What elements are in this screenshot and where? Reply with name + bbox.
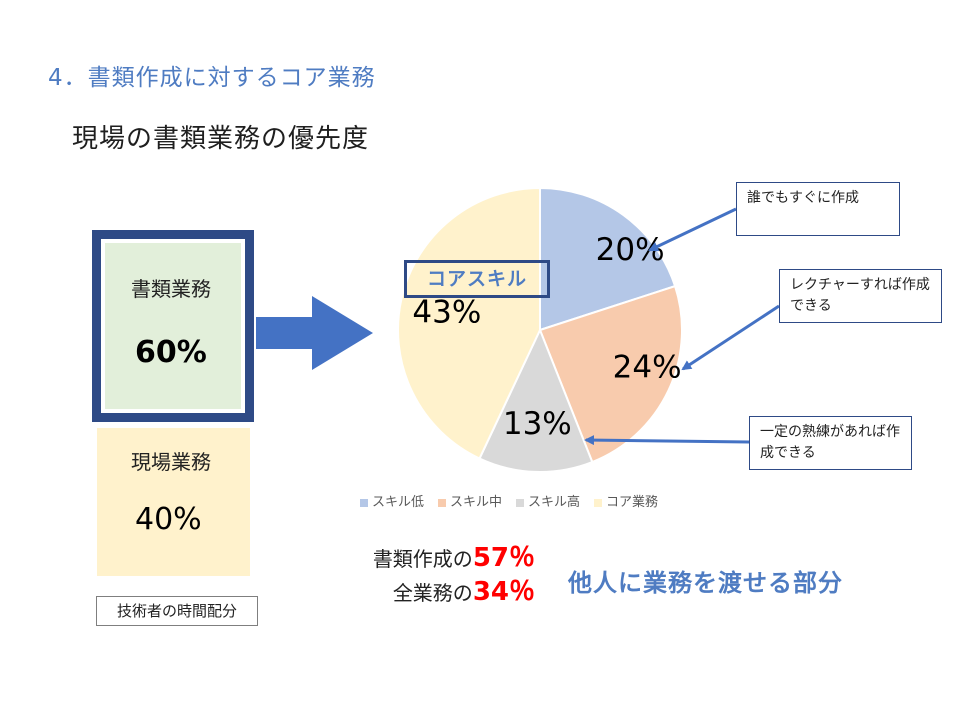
callout-skill-mid: レクチャーすれば作成できる (779, 269, 942, 323)
slide-heading: 4．書類作成に対するコア業務 (48, 65, 376, 91)
legend-item-4: コア業務 (594, 491, 658, 510)
transferable-work-text: 他人に業務を渡せる部分 (568, 569, 843, 597)
pie-data-label-2: 24% (613, 349, 682, 385)
field-work-block: 現場業務 40% (97, 428, 250, 576)
legend-label-2: スキル中 (450, 495, 503, 510)
legend-swatch-2 (438, 498, 447, 507)
pie-data-label-4: 43% (412, 294, 481, 330)
stats-block: 書類作成の57％ 全業務の34％ (330, 542, 535, 610)
document-stat: 書類作成の57％ (330, 542, 535, 576)
pie-data-label-3: 13% (503, 406, 572, 442)
callout-skill-high: 一定の熟練があれば作成できる (749, 416, 912, 470)
core-skill-label: コアスキル (404, 260, 550, 298)
pie-slice-3 (478, 327, 594, 473)
all-work-stat: 全業務の34％ (330, 576, 535, 610)
document-stat-value: 57％ (472, 543, 535, 573)
legend-label-1: スキル低 (372, 495, 425, 510)
legend-item-3: スキル高 (516, 491, 580, 510)
legend-swatch-3 (516, 498, 525, 507)
legend-item-2: スキル中 (438, 491, 502, 510)
time-allocation-caption: 技術者の時間配分 (96, 596, 258, 626)
pie-legend: スキル低 スキル中 スキル高 コア業務 (360, 491, 672, 510)
pie-slice-1 (539, 186, 677, 332)
field-work-value: 40% (135, 502, 202, 537)
all-work-stat-prefix: 全業務の (392, 581, 473, 605)
document-work-fill: 書類業務 60% (105, 243, 241, 409)
field-work-label: 現場業務 (131, 450, 211, 474)
pie-slice-4 (397, 186, 541, 460)
legend-label-4: コア業務 (606, 495, 659, 510)
legend-label-3: スキル高 (528, 495, 581, 510)
all-work-stat-value: 34％ (472, 577, 535, 607)
legend-swatch-1 (360, 498, 368, 507)
slide-subheading: 現場の書類業務の優先度 (72, 124, 370, 154)
callout-arrow-1 (648, 207, 737, 252)
document-work-block: 書類業務 60% (92, 230, 254, 422)
document-work-value: 60% (135, 335, 207, 370)
callout-arrow-3 (584, 435, 750, 446)
callout-arrow-2 (681, 304, 780, 371)
legend-item-1: スキル低 (360, 491, 424, 510)
callout-skill-low: 誰でもすぐに作成 (736, 182, 900, 236)
legend-swatch-4 (594, 498, 603, 507)
document-stat-prefix: 書類作成の (372, 547, 473, 571)
right-arrow-icon (256, 296, 373, 370)
document-work-label: 書類業務 (131, 277, 211, 301)
